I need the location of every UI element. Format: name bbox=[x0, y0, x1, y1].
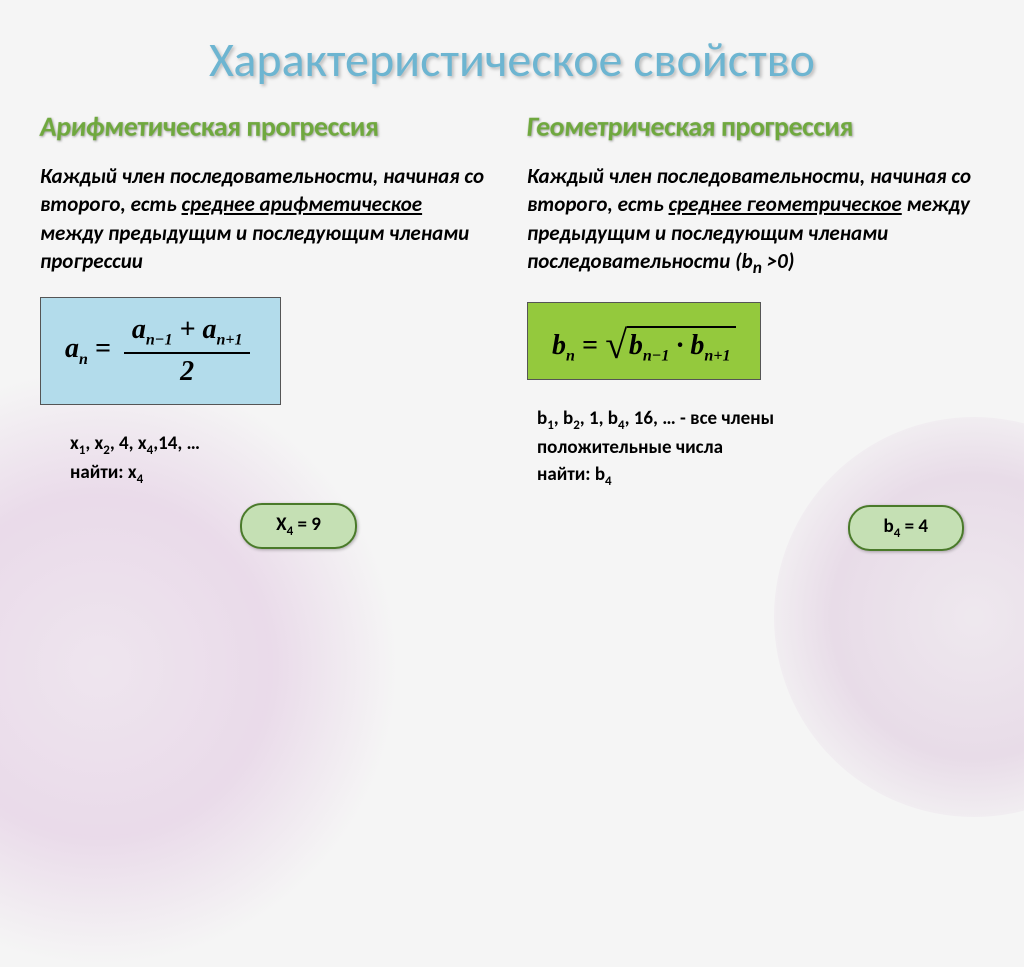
equals: = bbox=[95, 334, 118, 365]
right-desc-post2: >0) bbox=[762, 248, 794, 274]
left-answer-wrap: X4 = 9 bbox=[100, 503, 497, 549]
f-lhs-var: a bbox=[65, 334, 79, 365]
right-answer: b4 = 4 bbox=[848, 505, 964, 551]
rf-lhs-sub: n bbox=[566, 347, 575, 364]
left-desc: Каждый член последовательности, начиная … bbox=[40, 162, 497, 275]
r2-var: b bbox=[690, 330, 704, 361]
r1-sub: n−1 bbox=[643, 347, 670, 364]
f-lhs-sub: n bbox=[79, 351, 88, 368]
ans-l-0: X bbox=[276, 513, 286, 536]
ex-l1-4: , 4, x bbox=[110, 432, 147, 455]
right-desc-post1: n bbox=[753, 256, 762, 278]
sqrt-icon bbox=[605, 317, 627, 364]
num-a-sub: n−1 bbox=[146, 332, 173, 349]
equals-r: = bbox=[582, 330, 605, 361]
rex-l1-4: , 1, b bbox=[580, 407, 618, 430]
right-example: b1, b2, 1, b4, 16, … - все члены положит… bbox=[537, 406, 984, 491]
rex-l3-1: 4 bbox=[605, 474, 612, 489]
rex-l2: положительные числа bbox=[537, 436, 723, 459]
rex-l1-6: , 16, … - все члены bbox=[625, 407, 775, 430]
right-answer-wrap: b4 = 4 bbox=[527, 505, 964, 551]
right-desc-underline: среднее геометрическое bbox=[669, 191, 902, 217]
rex-l3-0: найти: b bbox=[537, 463, 605, 486]
frac-den: 2 bbox=[124, 354, 251, 390]
ex-l2-1: 4 bbox=[137, 472, 144, 487]
ans-l-2: = 9 bbox=[293, 513, 321, 536]
rex-l1-5: 4 bbox=[618, 418, 625, 433]
ex-l1-6: ,14, … bbox=[153, 432, 200, 455]
num-b-var: a bbox=[202, 314, 216, 345]
ans-r-0: b bbox=[884, 515, 894, 538]
left-column: Арифметическая прогрессия Каждый член по… bbox=[40, 109, 497, 551]
rex-l1-0: b bbox=[537, 407, 547, 430]
num-b-sub: n+1 bbox=[216, 332, 242, 349]
plus: + bbox=[179, 314, 202, 345]
columns-wrap: Арифметическая прогрессия Каждый член по… bbox=[40, 109, 984, 551]
frac-num: an−1 + an+1 bbox=[124, 312, 251, 354]
right-column: Геометрическая прогрессия Каждый член по… bbox=[527, 109, 984, 551]
right-formula: bn = bn−1 · bn+1 bbox=[527, 302, 761, 381]
ex-l1-3: 2 bbox=[103, 443, 110, 458]
page-title: Характеристическое свойство bbox=[40, 30, 984, 89]
left-desc-underline: среднее арифметическое bbox=[182, 191, 423, 217]
left-heading: Арифметическая прогрессия bbox=[38, 110, 498, 144]
ans-r-2: = 4 bbox=[900, 515, 928, 538]
left-example: x1, x2, 4, x4,14, … найти: x4 bbox=[70, 431, 497, 489]
dot: · bbox=[676, 330, 690, 361]
right-heading: Геометрическая прогрессия bbox=[525, 110, 985, 144]
rex-l1-3: 2 bbox=[573, 418, 580, 433]
rf-lhs-var: b bbox=[552, 330, 566, 361]
rex-l1-1: 1 bbox=[547, 418, 554, 433]
sqrt-content: bn−1 · bn+1 bbox=[627, 326, 737, 366]
left-desc-post: между предыдущим и последующим членами п… bbox=[40, 220, 469, 274]
ex-l1-0: x bbox=[70, 432, 79, 455]
r2-sub: n+1 bbox=[704, 347, 730, 364]
left-answer: X4 = 9 bbox=[240, 503, 357, 549]
r1-var: b bbox=[629, 330, 643, 361]
num-a-var: a bbox=[132, 314, 146, 345]
ex-l2-0: найти: x bbox=[70, 461, 137, 484]
right-desc: Каждый член последовательности, начиная … bbox=[527, 162, 984, 280]
ex-l1-2: , x bbox=[85, 432, 103, 455]
slide-content: Характеристическое свойство Арифметическ… bbox=[0, 0, 1024, 581]
fraction: an−1 + an+1 2 bbox=[124, 312, 251, 390]
left-formula: an = an−1 + an+1 2 bbox=[40, 297, 281, 405]
rex-l1-2: , b bbox=[554, 407, 573, 430]
